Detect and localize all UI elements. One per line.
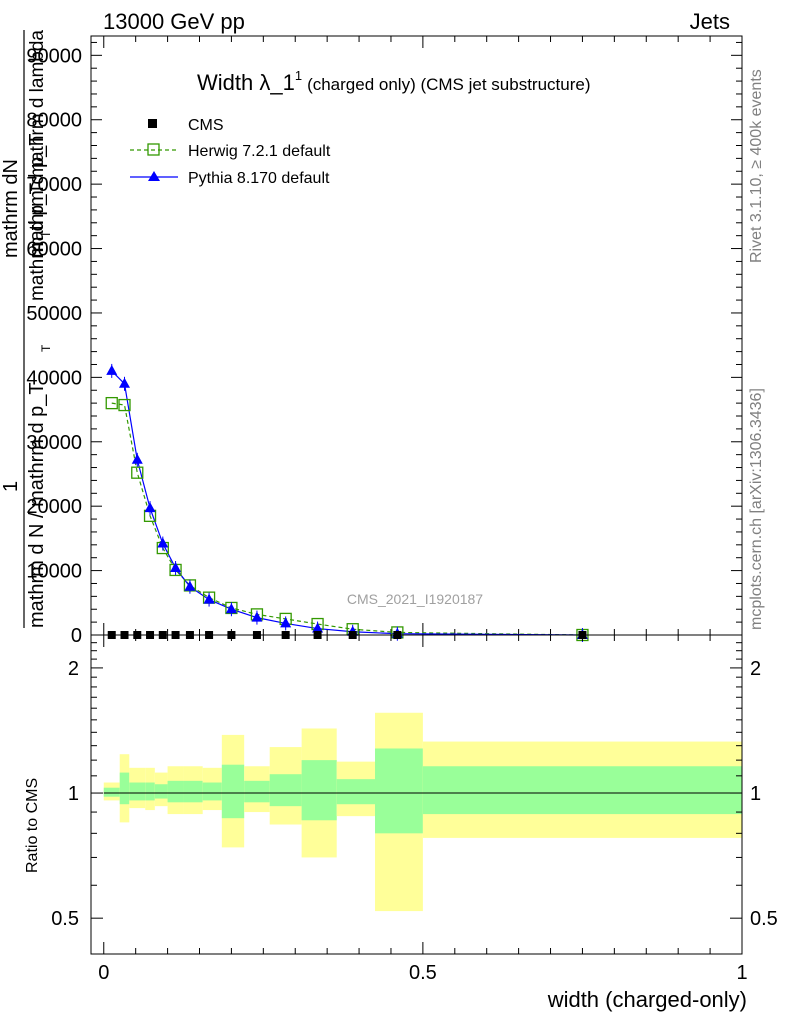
ylabel-line-3: mathrm d p_T mathrm d lambda [27,30,48,301]
legend: CMS Herwig 7.2.1 default Pythia 8.170 de… [130,117,331,187]
ratio-band-inner [244,780,270,803]
pythia-point [225,603,237,614]
ylabel-line-5: mathrm d N / mathrm d p_T [26,382,48,628]
ylabel-line-4: 1 [0,481,22,492]
main-panel: CMS_2021_I1920187 Width λ_11 (charged onl… [0,30,743,647]
main-y-tick-label: 60000 [26,239,82,261]
ratio-y-tick-label: 0.5 [51,908,79,930]
ratio-band-inner [154,784,168,799]
legend-label-cms: CMS [188,117,224,134]
herwig-point [131,466,144,479]
main-y-tick-label: 30000 [26,432,82,454]
ratio-band-inner [167,780,184,803]
main-y-tick-label: 0 [71,625,82,647]
legend-label-pythia: Pythia 8.170 default [188,170,330,187]
ratio-x-tick-label: 0 [98,962,109,984]
x-axis-label: width (charged-only) [547,987,747,1012]
ratio-band-inner [119,772,130,805]
analysis-watermark: CMS_2021_I1920187 [347,591,483,607]
ratio-y-ticks: 0.5 0.5 1 1 2 2 [51,642,778,930]
ylabel-sub-2: T [39,344,53,352]
ratio-band-inner [301,760,337,821]
ylabel-line-1: mathrm dN [0,159,22,258]
pythia-point [203,593,215,604]
header-right: Jets [690,9,730,34]
herwig-point [118,398,131,412]
ratio-band-inner [145,782,155,801]
main-y-tick-label: 50000 [26,303,82,325]
legend-label-herwig: Herwig 7.2.1 default [188,143,331,160]
ratio-panel: 0.5 0.51 12 2 0 0.5 1 Ratio to CMS width (cha… [24,634,778,1012]
ratio-band-inner [103,787,120,797]
legend-marker-herwig [147,143,160,156]
ratio-band-inner [202,782,222,801]
pythia-point [106,364,118,375]
ratio-y-axis-label: Ratio to CMS [24,778,41,873]
main-y-tick-label: 70000 [26,174,82,196]
pythia-point [144,502,156,513]
pythia-point [170,562,182,573]
main-y-tick-label: 20000 [26,496,82,518]
ratio-band-inner [336,779,376,805]
herwig-line [111,402,583,636]
plot-title-sup: 1 [295,68,302,83]
plot-title-suffix: (charged only) (CMS jet substructure) [307,75,590,94]
ratio-x-tick-label: 1 [736,962,747,984]
main-y-tick-label: 40000 [26,367,82,389]
main-y-axis-label: mathrm dN mathrm d p_T T mathrm d p_T ma… [0,30,53,628]
pythia-point [184,580,196,591]
main-y-tick-label: 90000 [26,45,82,67]
mcplots-label: mcplots.cern.ch [arXiv:1306.3436] [748,388,765,630]
pythia-point [312,622,324,633]
ratio-band-inner [269,774,302,807]
main-y-tick-label: 80000 [26,110,82,132]
ylabel-line-2: mathrm d p_T [26,134,48,258]
ratio-frame [90,634,743,955]
main-y-ticks: 0 10000 20000 30000 40000 50000 60000 70000 8000… [26,41,742,647]
ratio-x-ticks: 0 0.5 1 [98,635,748,984]
ratio-y-tick-label: 1 [68,783,79,805]
ylabel-sub-1: T [39,230,53,238]
rivet-label: Rivet 3.1.10, ≥ 400k events [748,69,765,263]
pythia-point [280,617,292,628]
legend-marker-pythia [148,171,160,181]
ratio-x-tick-label: 0.5 [409,962,437,984]
pythia-point [251,611,263,622]
plot-title-main: Width λ_1 [197,70,295,95]
ratio-y-tick-label-right: 0.5 [750,908,778,930]
ratio-y-tick-label-right: 1 [750,783,761,805]
header-left: 13000 GeV pp [103,9,245,34]
pythia-point [157,537,169,548]
ratio-band-inner [221,764,245,819]
herwig-point [105,396,118,410]
ratio-band-inner [422,766,742,815]
main-y-tick-label: 10000 [26,561,82,583]
ratio-band-inner [375,748,423,834]
plot-title: Width λ_11 (charged only) (CMS jet substr… [197,68,591,95]
pythia-point [131,453,143,464]
legend-marker-cms [148,119,157,128]
ratio-y-tick-label-right: 2 [750,658,761,680]
ratio-band-inner [183,780,203,803]
ratio-band-inner [129,782,146,801]
ratio-bands [103,712,742,912]
pythia-point [119,377,131,388]
ratio-y-tick-label: 2 [68,658,79,680]
